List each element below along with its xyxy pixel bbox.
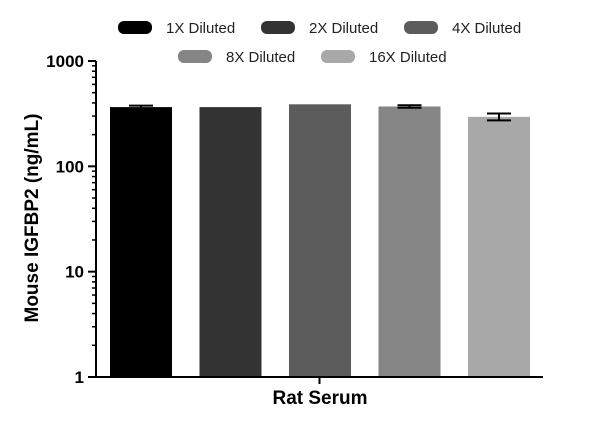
- x-axis-label: Rat Serum: [272, 388, 367, 409]
- bar: [378, 106, 441, 377]
- legend-swatch: [178, 50, 212, 63]
- legend-label: 2X Diluted: [309, 20, 378, 37]
- legend: 1X Diluted 2X Diluted 4X Diluted 8X Diluted…: [118, 20, 521, 66]
- legend-label: 4X Diluted: [452, 20, 521, 37]
- bar: [289, 104, 351, 377]
- legend-swatch: [404, 21, 438, 34]
- error-bars: [129, 104, 511, 122]
- y-axis: 1 10 100 1000: [46, 52, 97, 387]
- legend-swatch: [321, 50, 355, 63]
- legend-label: 16X Diluted: [369, 49, 447, 66]
- bars: [110, 104, 530, 378]
- legend-label: 8X Diluted: [226, 49, 295, 66]
- bar: [199, 107, 262, 377]
- legend-swatch: [261, 21, 295, 34]
- bar: [110, 107, 172, 377]
- y-tick-label: 100: [56, 157, 84, 176]
- legend-swatch: [118, 21, 152, 34]
- y-axis-label: Mouse IGFBP2 (ng/mL): [22, 114, 43, 323]
- y-tick-label: 1000: [46, 52, 84, 71]
- y-tick-label: 10: [65, 263, 84, 282]
- y-tick-label: 1: [75, 368, 84, 387]
- x-axis: Rat Serum: [96, 376, 543, 409]
- bar: [468, 116, 530, 378]
- legend-label: 1X Diluted: [166, 20, 235, 37]
